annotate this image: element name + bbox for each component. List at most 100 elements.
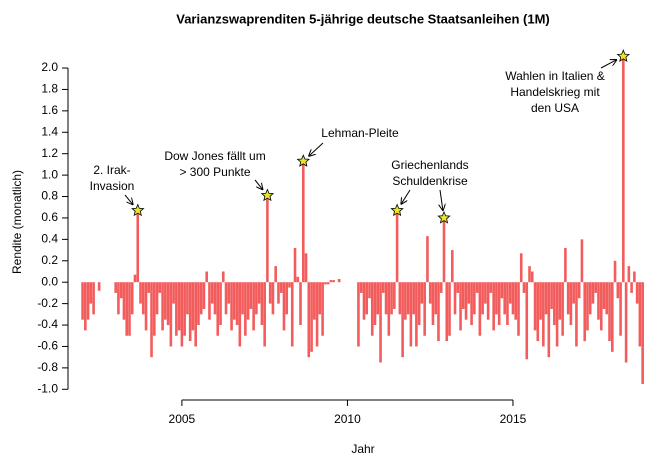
bar — [84, 282, 87, 331]
bar — [379, 282, 382, 363]
bar — [484, 282, 487, 304]
bar — [434, 282, 438, 315]
bar — [130, 282, 134, 315]
bar — [610, 282, 614, 352]
highlight-star — [296, 154, 310, 167]
bar — [431, 282, 435, 326]
bar — [459, 282, 462, 331]
bar — [293, 247, 297, 283]
bar — [125, 282, 128, 336]
annotation-arrow — [600, 60, 616, 69]
bar — [271, 282, 275, 315]
bar — [569, 282, 573, 326]
bar — [219, 282, 222, 326]
bar — [439, 282, 443, 293]
bar — [213, 282, 217, 315]
bar — [158, 282, 162, 293]
bar — [332, 280, 335, 283]
bar — [139, 282, 142, 304]
bar — [199, 282, 203, 315]
x-tick-label: 2005 — [169, 412, 196, 426]
bar — [315, 282, 319, 347]
annotation-text: Dow Jones fällt um — [164, 149, 265, 163]
bar — [445, 282, 449, 342]
bar — [602, 282, 606, 309]
bar — [164, 282, 167, 320]
bar — [169, 282, 173, 347]
y-tick-label: 1.0 — [41, 167, 58, 181]
highlight-star — [131, 203, 145, 217]
bar — [553, 282, 556, 326]
bar — [638, 282, 642, 347]
bar — [296, 276, 300, 283]
bar — [406, 282, 410, 315]
bar — [404, 282, 407, 320]
y-tick-label: 0.2 — [41, 253, 58, 267]
bar — [437, 282, 440, 342]
bar — [252, 282, 255, 331]
bar — [627, 266, 631, 283]
annotation-text: Schuldenkrise — [392, 174, 468, 188]
x-tick-label: 2010 — [334, 412, 361, 426]
bar — [244, 282, 247, 336]
bar — [508, 282, 512, 304]
y-tick-label: 0.0 — [41, 274, 58, 288]
bar — [359, 282, 363, 293]
bar — [395, 210, 399, 283]
bar — [128, 282, 131, 336]
bar — [288, 282, 291, 288]
bar — [370, 282, 374, 336]
bar — [517, 282, 520, 336]
bar — [249, 282, 253, 309]
bar — [277, 282, 280, 304]
chart-title: Varianzswaprenditen 5-jährige deutsche S… — [176, 11, 550, 26]
bar — [492, 282, 495, 331]
bar — [613, 260, 617, 283]
bar — [122, 282, 126, 320]
bar — [202, 282, 206, 309]
annotation-text: > 300 Punkte — [179, 165, 250, 179]
bar — [301, 161, 305, 283]
bar — [580, 239, 584, 283]
bar — [318, 282, 322, 315]
bar — [387, 282, 391, 336]
bar — [525, 282, 529, 360]
bar — [310, 282, 313, 352]
bar — [470, 282, 473, 326]
x-axis-label: Jahr — [351, 442, 374, 456]
bar — [536, 282, 540, 342]
bar — [420, 282, 424, 304]
bar — [238, 282, 242, 347]
y-tick-label: 0.8 — [41, 189, 58, 203]
bar — [257, 282, 261, 304]
bar — [412, 282, 415, 315]
bar — [268, 282, 272, 304]
bar — [473, 282, 476, 315]
bar — [180, 282, 184, 347]
annotation-text: Handelskrieg mit — [510, 85, 600, 99]
bar — [575, 282, 578, 347]
bar — [166, 282, 170, 326]
bar — [119, 282, 123, 299]
annotation-arrow — [440, 189, 443, 210]
bar — [282, 282, 286, 331]
bar — [616, 282, 620, 299]
bar — [495, 282, 498, 315]
bar — [230, 282, 233, 331]
bar — [630, 282, 633, 293]
annotation-arrow — [309, 142, 324, 156]
bar — [373, 282, 377, 326]
y-tick-label: -0.2 — [37, 296, 58, 310]
bar — [227, 282, 231, 304]
bar — [511, 282, 515, 315]
bar — [390, 282, 393, 315]
bar — [141, 282, 145, 315]
bar — [197, 282, 200, 326]
bar — [415, 282, 418, 347]
bar — [426, 236, 429, 283]
bar — [260, 282, 264, 326]
bar — [274, 266, 277, 283]
bar — [401, 282, 404, 358]
bar — [566, 282, 570, 315]
bar — [89, 282, 93, 304]
